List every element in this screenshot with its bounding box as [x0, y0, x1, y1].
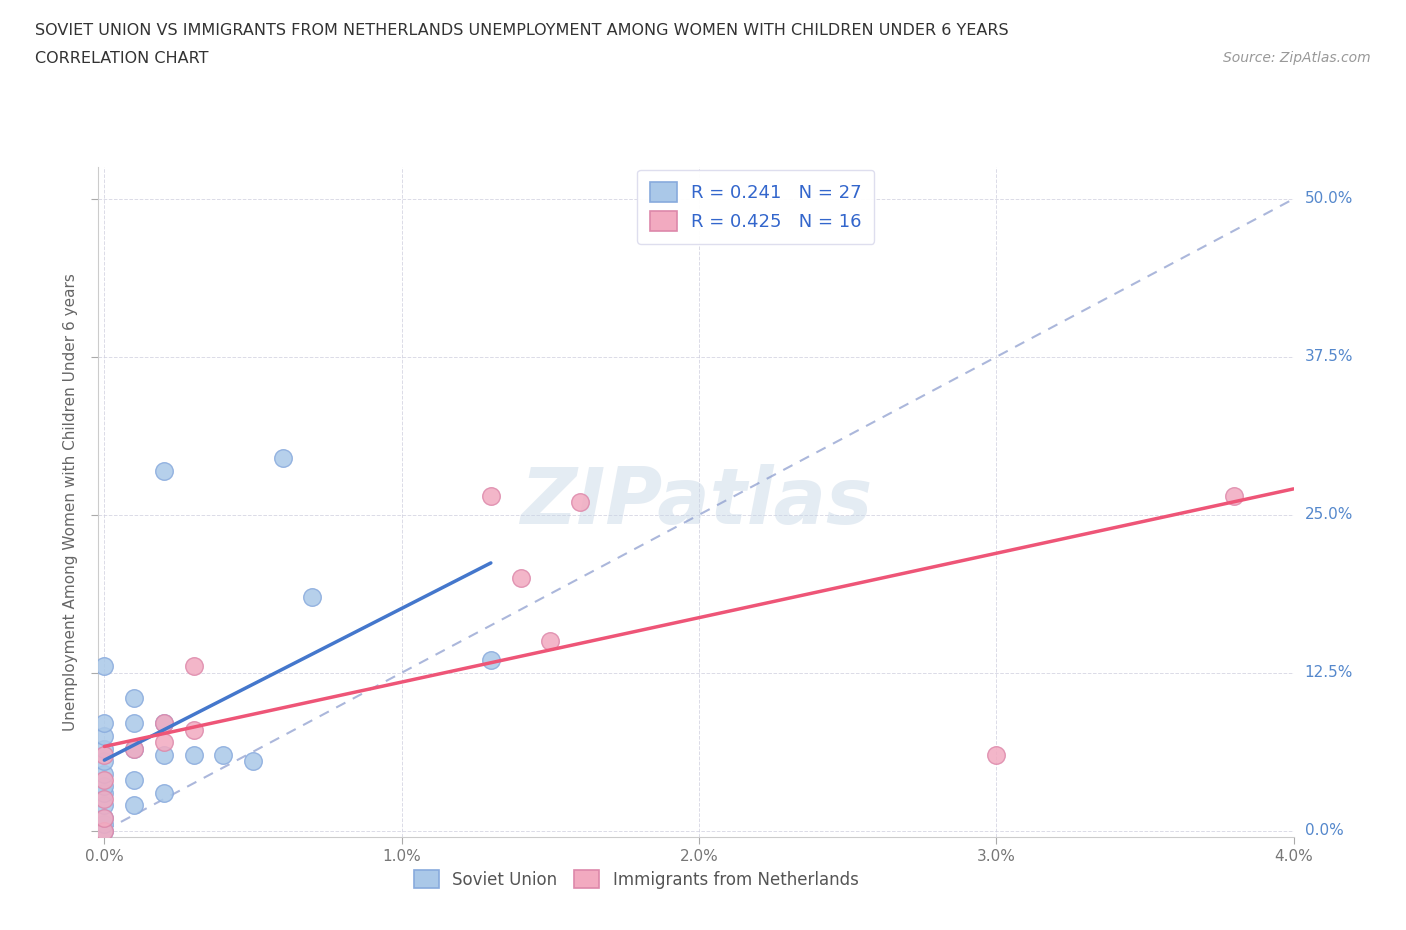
Text: 50.0%: 50.0%	[1305, 192, 1353, 206]
Point	[212, 748, 235, 763]
Point	[93, 766, 115, 781]
Point	[93, 741, 115, 756]
Point	[93, 791, 115, 806]
Text: 12.5%: 12.5%	[1305, 665, 1353, 680]
Point	[479, 488, 502, 503]
Point	[183, 748, 205, 763]
Text: SOVIET UNION VS IMMIGRANTS FROM NETHERLANDS UNEMPLOYMENT AMONG WOMEN WITH CHILDR: SOVIET UNION VS IMMIGRANTS FROM NETHERLA…	[35, 23, 1008, 38]
Point	[183, 659, 205, 674]
Point	[122, 716, 145, 731]
Point	[93, 823, 115, 838]
Point	[153, 735, 176, 750]
Point	[93, 779, 115, 794]
Point	[509, 571, 531, 586]
Point	[986, 748, 1008, 763]
Point	[153, 463, 176, 478]
Y-axis label: Unemployment Among Women with Children Under 6 years: Unemployment Among Women with Children U…	[63, 273, 77, 731]
Point	[271, 450, 294, 465]
Point	[93, 773, 115, 788]
Point	[93, 823, 115, 838]
Point	[153, 785, 176, 800]
Point	[569, 495, 592, 510]
Point	[93, 798, 115, 813]
Point	[93, 785, 115, 800]
Point	[122, 773, 145, 788]
Point	[301, 590, 323, 604]
Point	[122, 741, 145, 756]
Point	[93, 659, 115, 674]
Point	[93, 811, 115, 826]
Point	[122, 798, 145, 813]
Point	[479, 653, 502, 668]
Point	[153, 716, 176, 731]
Text: ZIPatlas: ZIPatlas	[520, 464, 872, 540]
Point	[93, 728, 115, 743]
Text: CORRELATION CHART: CORRELATION CHART	[35, 51, 208, 66]
Point	[93, 811, 115, 826]
Point	[153, 716, 176, 731]
Text: 37.5%: 37.5%	[1305, 350, 1353, 365]
Point	[538, 633, 561, 648]
Text: 0.0%: 0.0%	[1305, 823, 1343, 838]
Point	[93, 817, 115, 831]
Point	[183, 723, 205, 737]
Point	[93, 716, 115, 731]
Text: Source: ZipAtlas.com: Source: ZipAtlas.com	[1223, 51, 1371, 65]
Point	[122, 691, 145, 706]
Legend: Soviet Union, Immigrants from Netherlands: Soviet Union, Immigrants from Netherland…	[408, 864, 865, 896]
Point	[153, 748, 176, 763]
Point	[1223, 488, 1246, 503]
Point	[93, 748, 115, 763]
Point	[122, 741, 145, 756]
Text: 25.0%: 25.0%	[1305, 508, 1353, 523]
Point	[242, 753, 264, 768]
Point	[93, 753, 115, 768]
